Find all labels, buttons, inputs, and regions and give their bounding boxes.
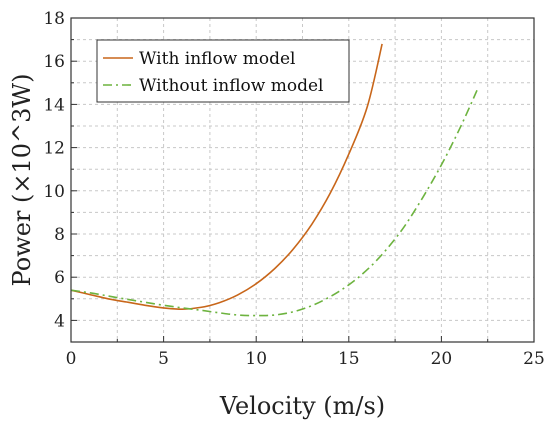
series-line-without-inflow xyxy=(70,86,480,317)
x-tick-label: 10 xyxy=(245,349,267,369)
x-tick-label: 0 xyxy=(66,349,77,369)
axis-ticks: 0 5 10 15 20 25 4 6 8 10 12 14 16 18 xyxy=(43,9,544,369)
y-tick-label: 16 xyxy=(43,52,65,72)
y-tick-label: 10 xyxy=(43,182,65,202)
x-tick-label: 20 xyxy=(431,349,453,369)
series-lines xyxy=(70,43,480,317)
y-tick-label: 4 xyxy=(54,311,65,331)
series-line-with-inflow xyxy=(70,43,383,311)
y-axis-title: Power (×10^3W) xyxy=(8,74,36,287)
y-tick-label: 8 xyxy=(54,225,65,245)
y-tick-label: 18 xyxy=(43,9,65,29)
x-tick-label: 25 xyxy=(523,349,545,369)
legend-label-without-inflow: Without inflow model xyxy=(139,76,323,96)
y-tick-label: 12 xyxy=(43,139,65,159)
x-axis-title: Velocity (m/s) xyxy=(219,392,385,420)
x-tick-label: 5 xyxy=(158,349,169,369)
y-tick-label: 6 xyxy=(54,268,65,288)
y-tick-label: 14 xyxy=(43,95,65,115)
legend-box xyxy=(96,39,350,103)
x-tick-label: 15 xyxy=(338,349,360,369)
legend: With inflow model Without inflow model xyxy=(96,39,350,103)
legend-label-with-inflow: With inflow model xyxy=(139,49,295,69)
